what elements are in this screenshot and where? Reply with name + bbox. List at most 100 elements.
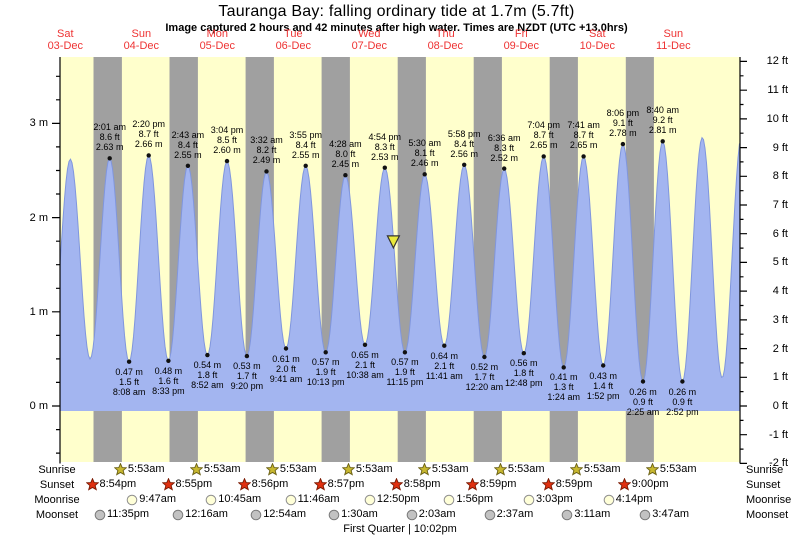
tide-label-line: 1.7 ft — [474, 372, 495, 382]
tide-label-line: 2.56 m — [450, 148, 478, 159]
tide-label-line: 8.7 ft — [138, 129, 159, 140]
low-tide-label: 0.41 m 1.3 ft 1:24 am — [534, 372, 594, 402]
meter-axis-label: 2 m — [29, 211, 48, 224]
tide-label-line: 8.4 ft — [177, 139, 198, 150]
moonset-event: 12:54am — [250, 508, 306, 521]
sunrise-icon — [417, 463, 431, 476]
tide-label-line: 0.57 m — [311, 357, 340, 368]
moonset-time: 11:35pm — [107, 508, 149, 520]
day-label: Sun 11-Dec — [635, 28, 711, 52]
tide-dot — [402, 350, 408, 355]
tide-area — [60, 137, 740, 411]
tide-label-line: 1.7 ft — [236, 371, 257, 382]
low-tide-label: 0.57 m 1.9 ft 11:15 pm — [375, 357, 435, 387]
tide-label-line: 8.3 ft — [494, 142, 515, 153]
high-tide-label: 2:43 am 8.4 ft 2.55 m — [158, 130, 218, 160]
tide-dot — [362, 342, 368, 347]
moonset-time: 2:03am — [418, 508, 456, 520]
day-date: 04-Dec — [123, 40, 160, 52]
tide-label-line: 4:28 am — [329, 139, 362, 150]
sunrise-event: 5:53am — [645, 463, 697, 476]
day-of-week: Wed — [358, 28, 381, 40]
tide-label-line: 0.53 m — [233, 361, 261, 372]
tide-label-line: 8.5 ft — [216, 135, 237, 146]
tide-dot — [601, 363, 606, 368]
tide-dot — [422, 172, 427, 177]
tide-label-line: 1.9 ft — [315, 367, 336, 378]
low-tide-label: 0.53 m 1.7 ft 9:20 pm — [217, 361, 277, 391]
sunset-icon — [85, 478, 99, 491]
moonrise-event: 11:46am — [285, 493, 340, 506]
tide-label-line: 0.47 m — [115, 366, 143, 377]
tide-dot — [620, 141, 626, 147]
page-subtitle: Image captured 2 hours and 42 minutes af… — [165, 22, 628, 34]
tide-dot — [521, 351, 526, 356]
high-tide-label: 7:04 pm 8.7 ft 2.65 m — [514, 120, 574, 150]
tide-label-line: 2.49 m — [252, 155, 281, 166]
tide-label-line: 2.78 m — [609, 128, 637, 139]
sunset-time: 8:59pm — [479, 478, 517, 490]
tide-label-line: 2.52 m — [490, 152, 518, 163]
moonset-icon — [484, 509, 495, 520]
tide-label-line: 8:52 am — [191, 380, 224, 391]
tide-label-line: 0.61 m — [272, 353, 300, 364]
moonrise-event: 10:45am — [205, 493, 261, 506]
axes-and-ticks — [52, 57, 747, 464]
low-tide-label: 0.64 m 2.1 ft 11:41 am — [414, 351, 474, 381]
day-label: Sun 04-Dec — [103, 28, 179, 52]
tide-label-line: 8:08 am — [112, 386, 146, 397]
tide-label-line: 2.45 m — [331, 159, 360, 170]
tide-label-line: 12:48 pm — [505, 378, 543, 389]
tide-label-line: 0.9 ft — [632, 396, 653, 407]
sunrise-event: 5:53am — [341, 463, 393, 476]
day-label: Sat 10-Dec — [559, 28, 635, 52]
sunrise-time: 5:53am — [583, 463, 621, 475]
day-date: 03-Dec — [47, 40, 84, 52]
tide-label-line: 0.9 ft — [672, 396, 693, 407]
sunrise-row-label-right: Sunrise — [746, 464, 784, 476]
high-tide-label: 3:04 pm 8.5 ft 2.60 m — [197, 125, 257, 155]
moonrise-time: 9:47am — [139, 493, 176, 505]
sunset-icon — [313, 478, 327, 491]
low-tide-label: 0.52 m 1.7 ft 12:20 am — [454, 362, 514, 392]
tide-label-line: 3:32 am — [250, 135, 283, 146]
tide-label-line: 9:41 am — [269, 373, 303, 384]
tide-dot — [343, 173, 348, 178]
tide-label-line: 11:41 am — [425, 370, 463, 381]
day-of-week: Mon — [206, 28, 228, 40]
moonset-event: 1:30am — [328, 508, 378, 521]
sunset-event: 8:59pm — [541, 478, 592, 491]
sunset-time: 8:58pm — [403, 478, 441, 490]
moon-phase-note: First Quarter | 10:02pm — [343, 523, 457, 535]
tide-label-line: 8:40 am — [646, 105, 679, 116]
tide-label-line: 2.55 m — [174, 149, 202, 160]
tide-label-line: 4:54 pm — [368, 131, 402, 142]
moonset-icon — [172, 509, 184, 520]
tide-dot — [107, 156, 112, 161]
day-label: Tue 06-Dec — [255, 28, 331, 52]
tide-label-line: 3:04 pm — [210, 125, 244, 136]
day-of-week: Sun — [131, 28, 152, 40]
tide-label-line: 0.54 m — [193, 360, 222, 371]
sunset-icon — [237, 478, 251, 491]
high-tide-label: 5:58 pm 8.4 ft 2.56 m — [434, 129, 494, 159]
tide-label-line: 8.4 ft — [454, 138, 475, 149]
moonrise-time: 3:03pm — [536, 493, 573, 505]
sunrise-event: 5:53am — [265, 463, 317, 476]
tide-label-line: 2.46 m — [410, 158, 439, 169]
tide-label-line: 2.0 ft — [275, 363, 296, 374]
sunrise-icon — [645, 463, 659, 476]
tide-label-line: 0.56 m — [510, 358, 538, 369]
day-of-week: Sun — [663, 28, 684, 40]
tide-dot — [640, 379, 646, 384]
sunrise-icon — [113, 463, 127, 476]
day-of-week: Sat — [589, 28, 606, 40]
moonrise-time: 10:45am — [218, 493, 262, 505]
tide-dot — [541, 154, 546, 159]
moonrise-time: 4:14pm — [615, 493, 653, 505]
sunrise-time: 5:53am — [279, 463, 317, 475]
day-date: 10-Dec — [579, 40, 616, 52]
tide-label-line: 8.7 ft — [533, 130, 554, 141]
sunrise-row-label-left: Sunrise — [38, 464, 76, 476]
tide-label-line: 0.26 m — [629, 386, 657, 397]
